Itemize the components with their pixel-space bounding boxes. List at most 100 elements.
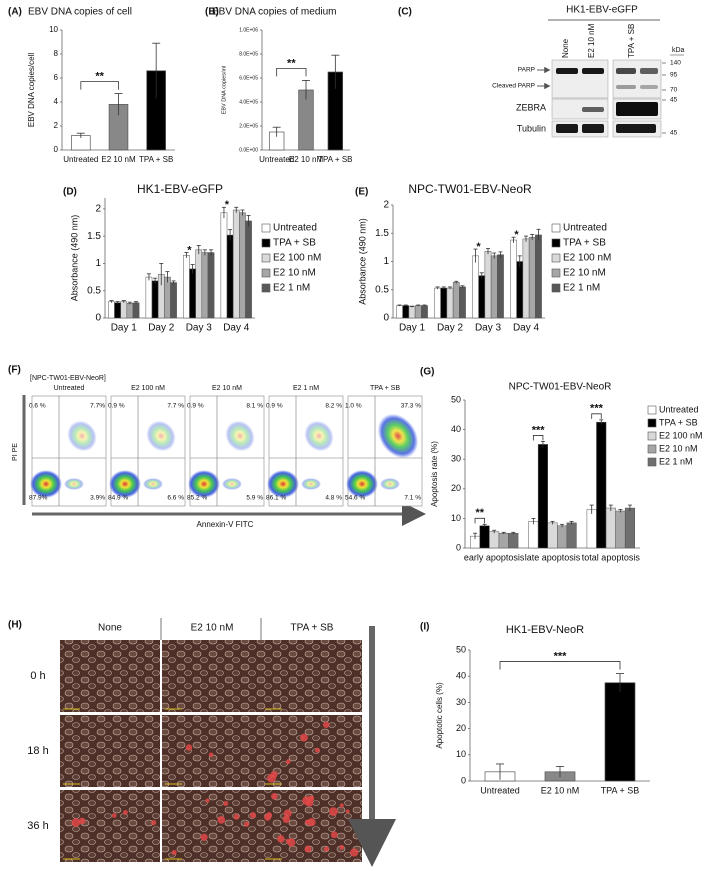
- column-label: TPA + SB: [291, 623, 334, 634]
- x-tick-label: Day 3: [475, 323, 502, 334]
- bar: [535, 234, 542, 319]
- legend-swatch: [261, 268, 271, 278]
- cell-cloud: [143, 478, 163, 490]
- y-tick-label: 2: [95, 204, 101, 215]
- red-cell: [200, 833, 208, 841]
- y-axis-label: Absorbance (490 nm): [69, 215, 79, 302]
- red-cell: [249, 812, 257, 819]
- legend-swatch: [647, 431, 657, 441]
- flow-x-label: Annexin-V FITC: [197, 520, 254, 529]
- micrograph: [60, 640, 160, 712]
- bar: [537, 444, 548, 549]
- blot-row-label: Cleaved PARP: [492, 83, 535, 90]
- bar: [195, 249, 203, 319]
- y-tick-label: 10: [49, 25, 58, 34]
- marker-unit: kDa: [672, 47, 685, 54]
- red-cell: [111, 813, 117, 818]
- x-tick-label: Day 3: [186, 323, 213, 334]
- legend-swatch: [551, 283, 561, 293]
- y-tick-label: 40: [451, 424, 461, 434]
- panel-label: (D): [63, 187, 77, 198]
- panel-label: (I): [420, 622, 429, 633]
- red-cell: [223, 800, 229, 806]
- chart-title: HK1-EBV-eGFP: [137, 182, 223, 196]
- bar: [232, 209, 240, 319]
- red-cell: [300, 733, 308, 742]
- marker-label: 95: [670, 72, 678, 79]
- quadrant-value: 6.6 %: [167, 495, 184, 502]
- quadrant-value: 85.2 %: [187, 495, 207, 502]
- lane-label: None: [561, 38, 570, 58]
- legend-swatch: [647, 457, 657, 467]
- y-tick-label: 8.0E+05: [239, 51, 258, 57]
- significance-label: **: [476, 507, 485, 519]
- y-tick-label: 4.0E+05: [239, 99, 258, 105]
- chart-title: EBV DNA copies of cell: [28, 7, 132, 18]
- blot-band: [582, 124, 604, 133]
- y-tick-label: 1: [95, 258, 101, 269]
- cell-cloud: [30, 470, 62, 498]
- blot-title: HK1-EBV-eGFP: [566, 5, 638, 16]
- significance-label: **: [287, 57, 296, 69]
- significance-bracket: [499, 661, 621, 670]
- bar: [396, 305, 403, 319]
- blot-band: [556, 68, 578, 74]
- red-cell: [307, 818, 316, 827]
- bar: [508, 532, 519, 549]
- bar: [126, 303, 134, 319]
- bar: [151, 280, 159, 319]
- red-cell: [217, 816, 226, 824]
- legend-swatch: [647, 405, 657, 415]
- significance-label: *: [514, 229, 519, 241]
- red-cell: [171, 849, 177, 856]
- bar: [245, 220, 252, 319]
- y-tick-label: 20: [456, 723, 466, 733]
- quadrant-value: 0.9 %: [266, 403, 283, 410]
- y-tick-label: 4: [54, 97, 59, 106]
- red-cell: [243, 821, 250, 827]
- marker-label: 45: [670, 97, 678, 104]
- red-cell: [328, 807, 338, 816]
- red-cell: [314, 747, 320, 753]
- quadrant-value: 8.2 %: [325, 403, 342, 410]
- column-label: E2 10 nM: [191, 623, 234, 634]
- bar: [624, 507, 636, 549]
- legend-swatch: [261, 223, 271, 233]
- cell-cloud: [377, 413, 419, 459]
- significance-label: ***: [590, 403, 604, 415]
- chart-title: NPC-TW01-EBV-NeoR: [408, 182, 532, 196]
- cell-cloud: [380, 478, 400, 490]
- blot-row-label: PARP: [518, 67, 535, 74]
- red-cell: [285, 759, 291, 765]
- cell-cloud: [225, 420, 255, 452]
- micrograph: [262, 640, 362, 712]
- legend-swatch: [261, 283, 271, 293]
- bar: [414, 305, 422, 319]
- flow-plot-title: Untreated: [54, 385, 85, 392]
- legend-label: Untreated: [659, 404, 699, 414]
- blot-band: [582, 107, 604, 112]
- quadrant-value: 4.8 %: [325, 495, 342, 502]
- legend-label: TPA + SB: [273, 238, 316, 249]
- cell-cloud: [64, 478, 84, 490]
- x-tick-label: TPA + SB: [318, 155, 352, 164]
- micrograph: [162, 715, 262, 787]
- red-cell: [339, 844, 345, 850]
- x-tick-label: Untreated: [480, 785, 520, 795]
- bar: [452, 282, 460, 319]
- micrograph: [162, 640, 262, 712]
- red-cell: [185, 744, 193, 751]
- red-cell: [123, 809, 128, 815]
- red-cell: [208, 752, 214, 758]
- cell-cloud: [146, 420, 176, 452]
- y-tick-label: 0: [383, 313, 389, 324]
- significance-label: *: [225, 199, 230, 211]
- legend-label: TPA + SB: [563, 238, 606, 249]
- red-cell: [308, 796, 314, 802]
- column-label: None: [98, 623, 122, 634]
- legend-label: Untreated: [273, 223, 317, 234]
- bar: [183, 255, 190, 319]
- legend-swatch: [551, 253, 561, 263]
- panel-label: (F): [8, 365, 21, 376]
